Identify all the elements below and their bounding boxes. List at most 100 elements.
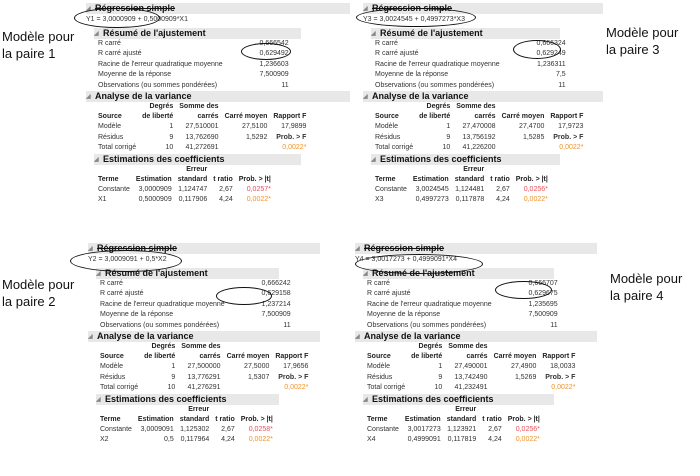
- coef-cell: X1: [98, 196, 107, 203]
- section-toggle-anova[interactable]: Analyse de la variance: [363, 91, 603, 103]
- section-toggle-fit[interactable]: Résumé de l'ajustement: [371, 27, 560, 40]
- column-header: Terme: [100, 415, 121, 423]
- coef-row: Constante 3,0009091 1,125302 2,67 0,0258*: [100, 425, 276, 436]
- fit-value: 1,237214: [261, 300, 291, 308]
- fit-row: Observations (ou sommes pondérées) 11: [375, 81, 569, 92]
- source-label: Résidus: [100, 373, 126, 381]
- fit-value: 11: [281, 81, 289, 89]
- anova-cell: 18,0033: [550, 363, 576, 370]
- section-toggle-coef[interactable]: Estimations des coefficients: [363, 393, 554, 406]
- rsquare-highlight-3: [513, 40, 561, 59]
- prob-f-label: Prob. > F: [553, 133, 584, 141]
- source-label: Modèle: [98, 123, 121, 130]
- section-toggle-regression[interactable]: Régression simple: [88, 243, 320, 255]
- fit-value: 0,629158: [261, 290, 291, 297]
- anova-cell: 27,490001: [454, 363, 488, 370]
- section-title: Résumé de l'ajustement: [380, 27, 483, 38]
- section-title: Régression simple: [364, 243, 445, 253]
- coef-cell: 0,0022*: [248, 436, 273, 443]
- fit-label: R carré: [367, 279, 390, 287]
- column-header: Degrés de liberté: [142, 103, 174, 120]
- section-toggle-fit[interactable]: Résumé de l'ajustement: [94, 27, 301, 40]
- coef-row: X1 0,5000909 0,117906 4,24 0,0022*: [98, 195, 274, 206]
- section-toggle-coef[interactable]: Estimations des coefficients: [94, 153, 301, 166]
- anova-cell: 27,470008: [462, 123, 496, 130]
- fit-value: 7,5: [555, 71, 566, 78]
- fit-label: Racine de l'erreur quadratique moyenne: [98, 60, 223, 68]
- fit-label: Observations (ou sommes pondérées): [367, 321, 487, 329]
- column-header: Source: [100, 353, 124, 360]
- anova-cell: 41,226200: [462, 144, 496, 151]
- anova-row: Modèle 1 27,470008 27,4700 17,9723: [375, 122, 586, 133]
- coef-cell: 2,67: [496, 185, 510, 193]
- section-toggle-anova[interactable]: Analyse de la variance: [88, 331, 320, 343]
- prob-f-label: Prob. > F: [278, 373, 309, 381]
- anova-cell: 0,0022*: [282, 144, 307, 151]
- label-pair-1: Modèle pour la paire 1: [2, 29, 75, 61]
- section-toggle-coef[interactable]: Estimations des coefficients: [96, 393, 279, 406]
- anova-cell: 17,9656: [283, 363, 309, 370]
- coef-cell: 3,0000909: [138, 185, 172, 193]
- column-header: Erreur standard: [446, 405, 477, 423]
- anova-cell: 27,4900: [511, 363, 537, 370]
- anova-cell: 41,272691: [185, 144, 219, 151]
- fit-label: R carré ajusté: [367, 290, 411, 297]
- coef-cell: 0,0257*: [246, 185, 271, 193]
- anova-row: Total corrigé 10 41,232491 0,0022*: [367, 383, 578, 394]
- column-header: Degrés de liberté: [144, 343, 176, 360]
- column-header: Somme des carrés: [448, 343, 488, 360]
- coef-cell: 0,117906: [178, 196, 208, 203]
- section-toggle-coef[interactable]: Estimations des coefficients: [371, 153, 560, 166]
- fit-label: Moyenne de la réponse: [98, 71, 172, 78]
- column-header: Erreur standard: [179, 405, 210, 423]
- column-header: Rapport F: [273, 113, 307, 120]
- coef-cell: Constante: [98, 185, 130, 193]
- coef-cell: 3,0024545: [415, 185, 449, 193]
- coef-cell: 0,0022*: [246, 196, 271, 203]
- coef-cell: 4,24: [219, 196, 233, 203]
- coef-row: Constante 3,0024545 1,124481 2,67 0,0256*: [375, 185, 551, 196]
- coef-cell: 4,24: [496, 196, 510, 203]
- fit-label: R carré: [375, 39, 398, 47]
- column-header: Degrés de liberté: [411, 343, 443, 360]
- coef-cell: 0,117819: [447, 436, 477, 443]
- coef-cell: 0,5000909: [138, 196, 172, 203]
- prob-f-label: Prob. > F: [545, 373, 576, 381]
- source-label: Total corrigé: [367, 384, 406, 391]
- section-toggle-anova[interactable]: Analyse de la variance: [355, 331, 597, 343]
- coef-cell: 0,0022*: [515, 436, 540, 443]
- source-label: Total corrigé: [375, 144, 414, 151]
- section-toggle-regression[interactable]: Régression simple: [355, 243, 597, 255]
- fit-row: Moyenne de la réponse 7,500909: [367, 310, 561, 321]
- column-header: Carré moyen: [226, 353, 270, 360]
- coef-cell: Constante: [367, 425, 399, 433]
- coef-cell: 3,0017273: [407, 425, 441, 433]
- equation-highlight-4: [355, 254, 483, 274]
- section-toggle-fit[interactable]: Résumé de l'ajustement: [96, 267, 279, 280]
- coef-cell: 0,0022*: [523, 196, 548, 203]
- anova-cell: 10: [434, 384, 443, 391]
- section-title: Estimations des coefficients: [380, 153, 502, 164]
- coef-row: X3 0,4997273 0,117878 4,24 0,0022*: [375, 195, 551, 206]
- source-label: Résidus: [98, 133, 124, 141]
- fit-label: Racine de l'erreur quadratique moyenne: [367, 300, 492, 308]
- fit-row: R carré ajusté 0,629158: [100, 289, 294, 300]
- anova-cell: 41,232491: [454, 384, 488, 391]
- equation-highlight-1: [74, 8, 160, 28]
- fit-value: 11: [550, 321, 558, 329]
- fit-row: R carré 0,666242: [100, 279, 294, 290]
- fit-row: Racine de l'erreur quadratique moyenne 1,…: [100, 300, 294, 311]
- coef-cell: 1,124747: [178, 185, 208, 193]
- column-header: Estimation: [404, 415, 441, 423]
- fit-label: Moyenne de la réponse: [367, 311, 441, 318]
- rsquare-highlight-4: [495, 281, 552, 299]
- coef-cell: 0,117964: [180, 436, 210, 443]
- fit-row: Moyenne de la réponse 7,500909: [98, 70, 292, 81]
- fit-label: Moyenne de la réponse: [375, 71, 449, 78]
- column-header: Degrés de liberté: [419, 103, 451, 120]
- section-toggle-anova[interactable]: Analyse de la variance: [86, 91, 350, 103]
- column-header: Somme des carrés: [179, 103, 219, 120]
- column-header: t ratio: [490, 175, 510, 183]
- column-header: Prob. > |t|: [240, 415, 273, 423]
- anova-cell: 27,510001: [185, 123, 219, 130]
